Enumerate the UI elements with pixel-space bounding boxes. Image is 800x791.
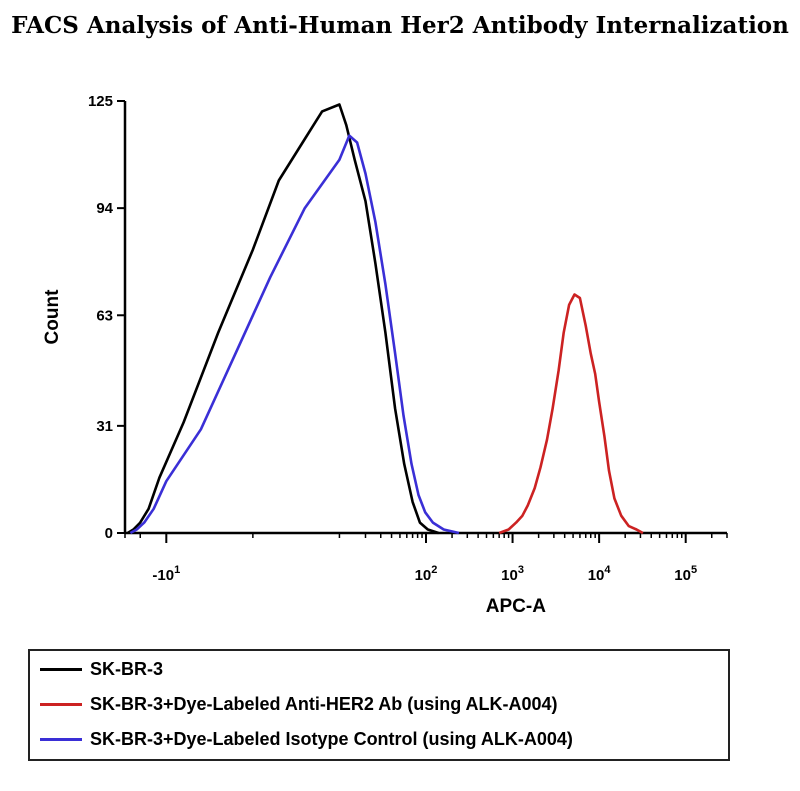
legend-item-isotype-control: SK-BR-3+Dye-Labeled Isotype Control (usi… [40,727,573,751]
y-tick-label: 125 [88,93,113,110]
y-axis-label: Count [42,289,63,345]
legend-item-sk-br-3: SK-BR-3 [40,657,163,681]
y-axis-ticks: 0 31 63 94 125 [88,93,125,542]
legend-item-anti-her2: SK-BR-3+Dye-Labeled Anti-HER2 Ab (using … [40,692,558,716]
legend-label: SK-BR-3+Dye-Labeled Isotype Control (usi… [90,728,573,749]
series-line-0 [126,103,440,535]
x-tick-label: 102 [415,564,438,584]
x-tick-label: -101 [152,564,180,584]
x-tick-label: 104 [588,564,612,584]
plot-axes [123,101,727,535]
legend-swatch-black [40,667,82,671]
series-line-1 [498,293,644,535]
series-line-2 [129,134,460,535]
y-tick-label: 94 [96,200,113,217]
histogram-series [126,103,644,535]
x-tick-label: 105 [674,564,697,584]
y-tick-label: 0 [105,525,113,542]
legend-swatch-red [40,702,82,706]
y-tick-label: 31 [96,418,113,435]
legend-swatch-blue [40,737,82,741]
chart-title: FACS Analysis of Anti-Human Her2 Antibod… [11,12,789,39]
legend-label: SK-BR-3+Dye-Labeled Anti-HER2 Ab (using … [90,693,558,714]
x-axis-ticks: -101 102 103 104 105 [124,533,728,584]
x-axis-label: APC-A [486,596,546,617]
legend-label: SK-BR-3 [90,658,164,679]
legend: SK-BR-3 SK-BR-3+Dye-Labeled Anti-HER2 Ab… [28,649,730,761]
x-tick-label: 103 [501,564,524,584]
y-tick-label: 63 [96,307,113,324]
